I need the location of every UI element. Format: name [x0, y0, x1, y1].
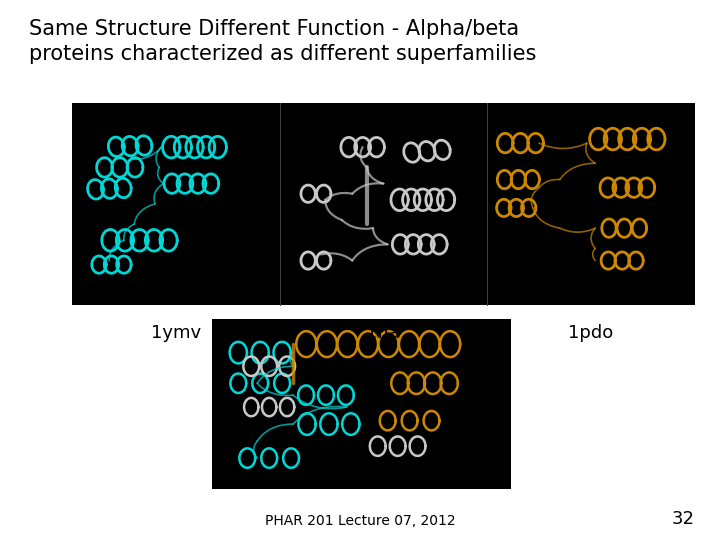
Bar [72, 103, 695, 305]
Text: 32: 32 [672, 510, 695, 528]
Text: PHAR 201 Lecture 07, 2012: PHAR 201 Lecture 07, 2012 [265, 514, 455, 528]
Text: 1ymv: 1ymv [150, 324, 201, 342]
Text: 1pdo: 1pdo [568, 324, 613, 342]
Bar [212, 319, 511, 489]
Text: 1fla: 1fla [366, 324, 400, 342]
Text: Same Structure Different Function - Alpha/beta
proteins characterized as differe: Same Structure Different Function - Alph… [29, 19, 536, 64]
